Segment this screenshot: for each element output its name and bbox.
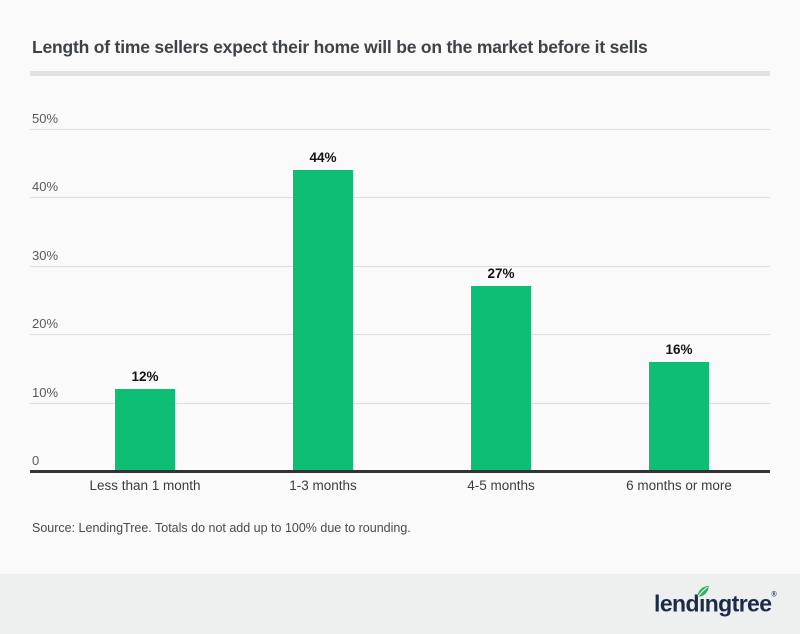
x-axis-baseline — [30, 470, 770, 473]
bar-1-3-months — [293, 170, 353, 471]
bar-less-than-1-month — [115, 389, 175, 471]
chart-title: Length of time sellers expect their home… — [32, 37, 648, 57]
x-axis-category-label: 1-3 months — [289, 478, 357, 493]
gridline-10 — [30, 403, 770, 404]
source-note: Source: LendingTree. Totals do not add u… — [32, 521, 411, 535]
bar-4-5-months — [471, 286, 531, 471]
lendingtree-leaf-icon — [695, 579, 711, 606]
bar-value-label: 12% — [131, 369, 159, 384]
registered-mark: ® — [771, 591, 776, 599]
lendingtree-logo: lend ıngtree® — [654, 585, 777, 618]
footer-bar: lend ıngtree® — [0, 574, 800, 634]
y-axis-tick-label: 30% — [32, 248, 59, 263]
gridline-30 — [30, 266, 770, 267]
title-divider — [30, 71, 770, 76]
y-axis-tick-label: 40% — [32, 179, 59, 194]
gridline-20 — [30, 334, 770, 335]
logo-text-prefix: lend — [654, 590, 699, 617]
logo-letter-i: ı — [697, 585, 709, 618]
gridline-40 — [30, 197, 770, 198]
x-axis-category-label: 6 months or more — [626, 478, 732, 493]
bar-6-months-or-more — [649, 362, 709, 471]
y-axis-tick-label: 20% — [32, 316, 59, 331]
bar-value-label: 44% — [309, 150, 337, 165]
logo-text-suffix: ngtree — [704, 590, 772, 617]
y-axis-tick-label: 50% — [32, 111, 59, 126]
x-axis-category-label: 4-5 months — [467, 478, 535, 493]
gridline-50 — [30, 129, 770, 130]
y-axis-tick-label: 10% — [32, 385, 59, 400]
x-axis-category-label: Less than 1 month — [89, 478, 201, 493]
bar-value-label: 27% — [487, 266, 515, 281]
bar-value-label: 16% — [665, 342, 693, 357]
y-axis-tick-label: 0 — [32, 453, 40, 468]
